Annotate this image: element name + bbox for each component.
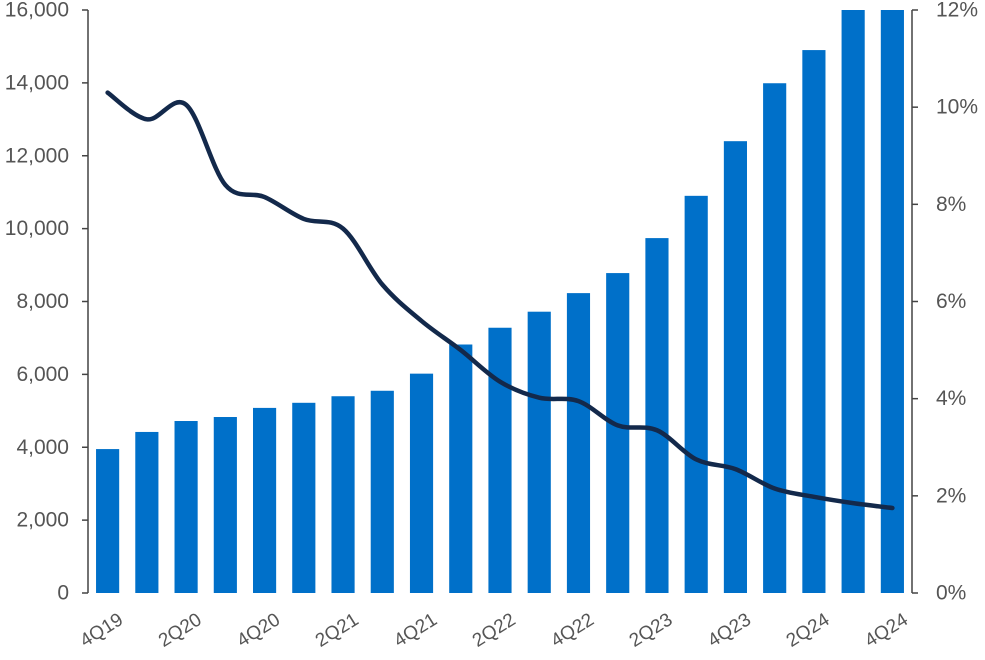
left-tick-label: 0 xyxy=(57,582,69,605)
bar-3Q24 xyxy=(841,10,865,593)
bar-1Q22 xyxy=(449,344,473,593)
right-tick-label: 2% xyxy=(936,484,966,507)
left-tick-label: 8,000 xyxy=(16,290,69,313)
bar-2Q21 xyxy=(331,396,355,593)
x-tick-label: 2Q24 xyxy=(783,609,834,652)
right-tick-label: 12% xyxy=(936,0,978,22)
bar-2Q23 xyxy=(645,238,669,593)
x-tick-label: 4Q22 xyxy=(547,609,598,651)
left-tick-label: 12,000 xyxy=(5,144,69,167)
bar-3Q21 xyxy=(370,390,394,593)
left-tick-label: 4,000 xyxy=(16,436,69,459)
bar-1Q23 xyxy=(606,273,630,593)
line-series xyxy=(105,90,895,511)
left-tick-label: 6,000 xyxy=(16,363,69,386)
bar-2Q22 xyxy=(488,327,512,593)
x-tick-label: 2Q23 xyxy=(626,609,677,651)
bar-4Q21 xyxy=(409,373,434,593)
x-tick-label: 4Q19 xyxy=(77,609,128,651)
right-tick-label: 4% xyxy=(936,387,966,410)
bar-4Q19 xyxy=(96,449,120,593)
right-tick-label: 8% xyxy=(936,193,966,216)
x-tick-label: 4Q20 xyxy=(233,609,284,651)
bar-4Q20 xyxy=(253,407,277,593)
bar-3Q22 xyxy=(527,311,551,593)
left-tick-label: 10,000 xyxy=(5,217,69,240)
x-tick-label: 2Q22 xyxy=(469,609,520,651)
bar-1Q24 xyxy=(763,83,787,594)
line-path xyxy=(105,90,895,511)
x-tick-label: 4Q24 xyxy=(861,609,912,652)
x-tick-label: 2Q20 xyxy=(155,609,206,651)
right-axis-ticks: 0% 2% 4% 6% 8% 10% 12% xyxy=(912,0,978,605)
right-tick-label: 10% xyxy=(936,96,978,119)
bar-2Q24 xyxy=(802,50,826,593)
bar-1Q21 xyxy=(292,402,316,593)
bar-4Q22 xyxy=(566,293,591,593)
bar-4Q23 xyxy=(723,141,747,593)
right-tick-label: 0% xyxy=(936,582,966,605)
left-tick-label: 16,000 xyxy=(5,0,69,22)
left-tick-label: 14,000 xyxy=(5,71,69,94)
x-axis-ticks: 4Q19 2Q20 4Q20 2Q21 4Q21 2Q22 4Q22 2Q23 4Q23 2Q24… xyxy=(77,609,913,652)
bar-2Q20 xyxy=(174,421,198,593)
bar-3Q23 xyxy=(684,195,708,593)
left-axis-ticks: 0 2,000 4,000 6,000 8,000 10,000 12,000 14,000 1… xyxy=(5,0,88,605)
right-tick-label: 6% xyxy=(936,290,966,313)
x-tick-label: 4Q23 xyxy=(704,609,755,651)
x-tick-label: 2Q21 xyxy=(312,609,363,651)
bar-4Q24 xyxy=(880,10,904,593)
x-tick-label: 4Q21 xyxy=(390,609,441,651)
left-tick-label: 2,000 xyxy=(16,509,69,532)
bar-3Q20 xyxy=(213,417,237,593)
bar-1Q20 xyxy=(135,431,159,593)
bar-series xyxy=(96,10,904,594)
